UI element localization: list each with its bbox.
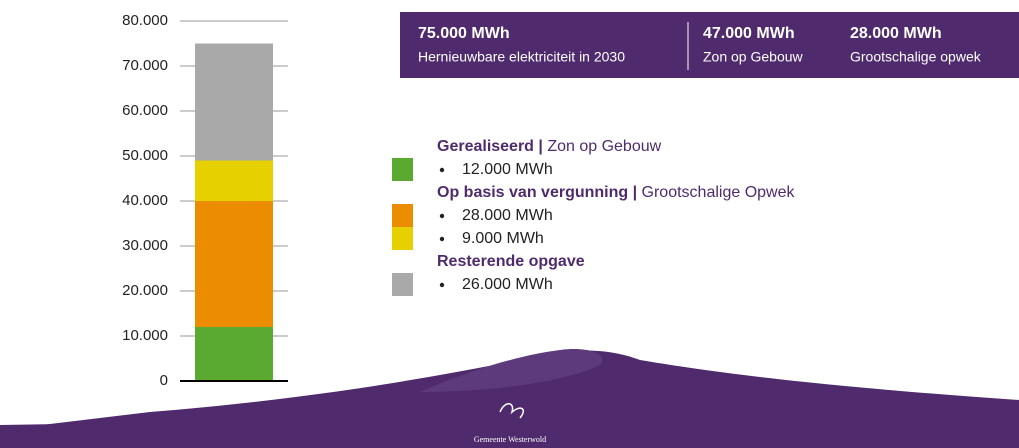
legend-subtitle: Grootschalige Opwek (642, 184, 796, 201)
y-tick-label: 10.000 (122, 327, 168, 344)
legend-item: 12.000 MWh (462, 161, 553, 178)
y-tick-label: 40.000 (122, 192, 168, 209)
y-tick-label: 0 (160, 372, 168, 389)
legend-title: Op basis van vergunning | (437, 184, 637, 201)
legend-swatch (392, 158, 413, 181)
summary-label: Hernieuwbare elektriciteit in 2030 (418, 49, 625, 65)
y-tick-label: 70.000 (122, 57, 168, 74)
legend-swatch (392, 227, 413, 250)
legend-swatch (392, 204, 413, 227)
legend-item: 26.000 MWh (462, 276, 553, 293)
legend-title: Gerealiseerd | (437, 138, 543, 155)
summary-label: Zon op Gebouw (703, 49, 804, 65)
legend-item: 28.000 MWh (462, 207, 553, 224)
legend-heading: Gerealiseerd | Zon op Gebouw (437, 138, 662, 155)
summary-value: 47.000 MWh (703, 25, 795, 42)
legend-title: Resterende opgave (437, 253, 585, 270)
y-tick-label: 50.000 (122, 147, 168, 164)
legend-heading: Resterende opgave (437, 253, 585, 270)
bullet (440, 214, 444, 218)
bar-segment (195, 44, 273, 161)
y-tick-label: 20.000 (122, 282, 168, 299)
bullet (440, 283, 444, 287)
bullet (440, 237, 444, 241)
summary-label: Grootschalige opwek (850, 49, 982, 65)
legend-heading: Op basis van vergunning | Grootschalige … (437, 184, 795, 201)
y-tick-label: 30.000 (122, 237, 168, 254)
y-tick-label: 60.000 (122, 102, 168, 119)
bar-segment (195, 327, 273, 381)
y-tick-label: 80.000 (122, 12, 168, 29)
bullet (440, 168, 444, 172)
legend-item: 9.000 MWh (462, 230, 544, 247)
logo-text: Gemeente Westerwold (474, 435, 546, 444)
slide: 75.000 MWh Hernieuwbare elektriciteit in… (0, 0, 1019, 448)
bar-segment (195, 201, 273, 327)
summary-value: 75.000 MWh (418, 25, 510, 42)
summary-box (400, 12, 1019, 78)
summary-value: 28.000 MWh (850, 25, 942, 42)
bar-segment (195, 161, 273, 202)
legend-subtitle: Zon op Gebouw (547, 138, 661, 155)
legend-swatch (392, 273, 413, 296)
